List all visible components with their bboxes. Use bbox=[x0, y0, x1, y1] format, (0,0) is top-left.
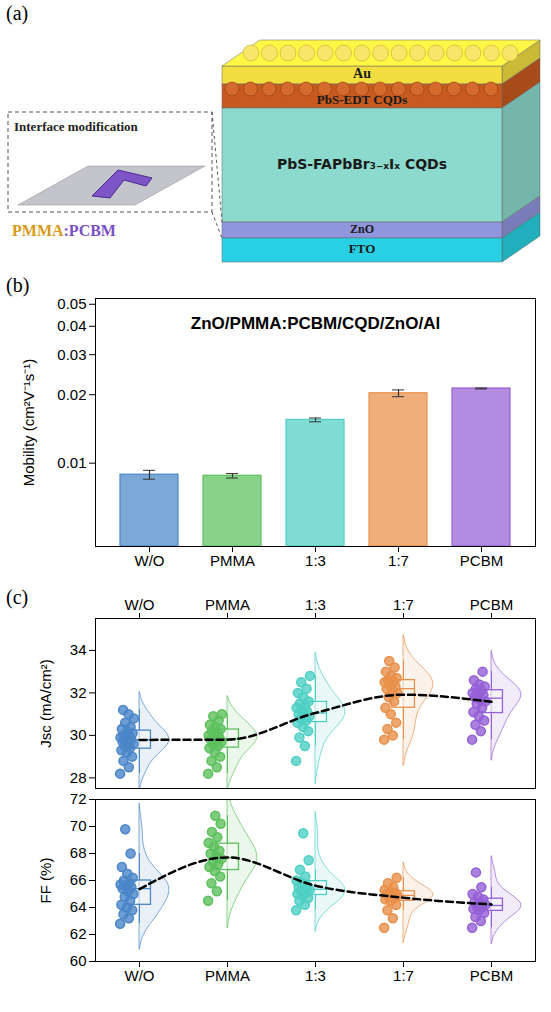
html-text:(b): (b) bbox=[6, 274, 30, 296]
svg-text:PMMA:PCBM: PMMA:PCBM bbox=[12, 222, 116, 239]
html-text:(c): (c) bbox=[6, 586, 29, 608]
svg-text:30: 30 bbox=[70, 726, 87, 743]
svg-text:66: 66 bbox=[70, 871, 87, 888]
svg-text:W/O: W/O bbox=[125, 967, 155, 984]
svg-text:ZnO: ZnO bbox=[350, 222, 374, 236]
svg-text:Interface modification: Interface modification bbox=[14, 119, 139, 134]
svg-text:1:3: 1:3 bbox=[305, 596, 326, 613]
svg-text:60: 60 bbox=[70, 952, 87, 969]
svg-text:PMMA: PMMA bbox=[210, 552, 255, 569]
svg-text:34: 34 bbox=[70, 641, 87, 658]
svg-text:Jsc (mA/cm²): Jsc (mA/cm²) bbox=[37, 659, 54, 747]
svg-text:68: 68 bbox=[70, 844, 87, 861]
svg-text:PCBM: PCBM bbox=[470, 596, 513, 613]
svg-text:1:3: 1:3 bbox=[305, 967, 326, 984]
svg-text:PCBM: PCBM bbox=[470, 967, 513, 984]
svg-text:PMMA: PMMA bbox=[205, 967, 250, 984]
svg-text:PCBM: PCBM bbox=[460, 552, 503, 569]
svg-text:0.01: 0.01 bbox=[57, 454, 86, 471]
svg-text:0.04: 0.04 bbox=[57, 317, 86, 334]
svg-text:72: 72 bbox=[70, 790, 87, 807]
svg-text:PbS-FAPbBr₃₋ₓIₓ CQDs: PbS-FAPbBr₃₋ₓIₓ CQDs bbox=[277, 156, 447, 172]
svg-text:62: 62 bbox=[70, 925, 87, 942]
svg-text:1:7: 1:7 bbox=[388, 552, 409, 569]
svg-text:0.03: 0.03 bbox=[57, 345, 86, 362]
svg-text:W/O: W/O bbox=[135, 552, 165, 569]
svg-text:28: 28 bbox=[70, 769, 87, 786]
svg-text:1:7: 1:7 bbox=[393, 596, 414, 613]
svg-text:64: 64 bbox=[70, 898, 87, 915]
html-text:(a): (a) bbox=[6, 2, 29, 24]
svg-text:FTO: FTO bbox=[349, 241, 376, 256]
svg-text:FF (%): FF (%) bbox=[37, 858, 54, 904]
svg-text:1:7: 1:7 bbox=[393, 967, 414, 984]
svg-text:32: 32 bbox=[70, 684, 87, 701]
svg-text:Mobility (cm²V⁻¹s⁻¹): Mobility (cm²V⁻¹s⁻¹) bbox=[20, 359, 37, 487]
svg-text:1:3: 1:3 bbox=[305, 552, 326, 569]
svg-text:W/O: W/O bbox=[125, 596, 155, 613]
svg-text:ZnO/PMMA:PCBM/CQD/ZnO/Al: ZnO/PMMA:PCBM/CQD/ZnO/Al bbox=[191, 314, 440, 333]
svg-text:PbS-EDT CQDs: PbS-EDT CQDs bbox=[317, 92, 407, 107]
svg-text:0.05: 0.05 bbox=[57, 295, 86, 312]
svg-text:0.02: 0.02 bbox=[57, 386, 86, 403]
svg-text:70: 70 bbox=[70, 817, 87, 834]
svg-text:PMMA: PMMA bbox=[205, 596, 250, 613]
svg-text:Au: Au bbox=[353, 66, 371, 81]
